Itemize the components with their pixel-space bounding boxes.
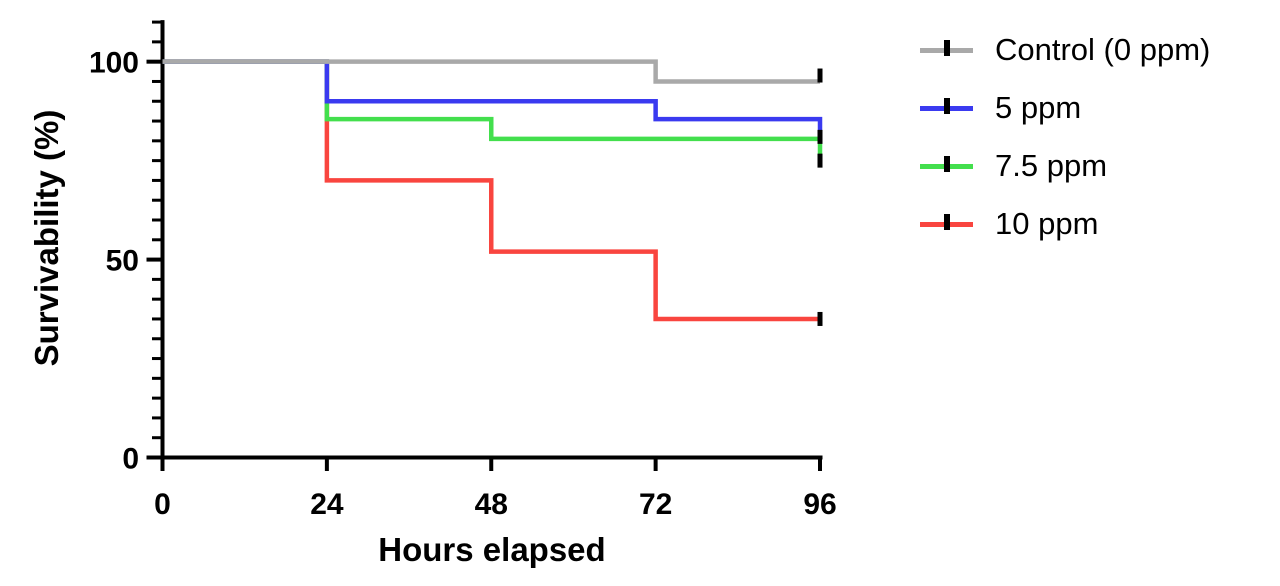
legend-item-7-5ppm: 7.5 ppm (920, 149, 1210, 183)
series-line-7.5-ppm (162, 59, 823, 161)
x-tick-label: 72 (639, 488, 672, 521)
x-tick-label: 0 (154, 488, 171, 521)
censor-tick-icon (943, 39, 950, 56)
legend-key-line (920, 213, 973, 230)
censor-tick (817, 129, 823, 144)
legend-key-line (920, 155, 973, 172)
y-tick-label: 0 (122, 443, 139, 476)
x-tick-label: 24 (310, 488, 344, 521)
censor-tick-icon (943, 213, 950, 230)
series-line-control-0-ppm- (162, 59, 821, 84)
legend: Control (0 ppm) 5 ppm 7.5 ppm 10 ppm (920, 33, 1210, 265)
censor-tick (817, 68, 823, 83)
legend-label: 10 ppm (995, 206, 1099, 241)
y-tick-label: 50 (106, 245, 139, 278)
censor-tick-icon (943, 155, 950, 172)
legend-item-control: Control (0 ppm) (920, 33, 1210, 67)
x-axis-title: Hours elapsed (378, 531, 606, 568)
x-tick-label: 48 (475, 488, 508, 521)
legend-key-line (920, 39, 973, 56)
y-tick-label: 100 (89, 47, 139, 80)
legend-item-5ppm: 5 ppm (920, 91, 1210, 125)
censor-tick-icon (943, 97, 950, 114)
legend-item-10ppm: 10 ppm (920, 207, 1210, 241)
legend-label: 7.5 ppm (995, 148, 1108, 183)
censor-tick (817, 153, 823, 168)
legend-key-line (920, 97, 973, 114)
y-axis-title: Survivability (%) (28, 109, 65, 367)
x-tick-label: 96 (803, 488, 836, 521)
legend-label: 5 ppm (995, 90, 1082, 125)
legend-label: Control (0 ppm) (995, 32, 1211, 67)
censor-tick (817, 311, 823, 326)
